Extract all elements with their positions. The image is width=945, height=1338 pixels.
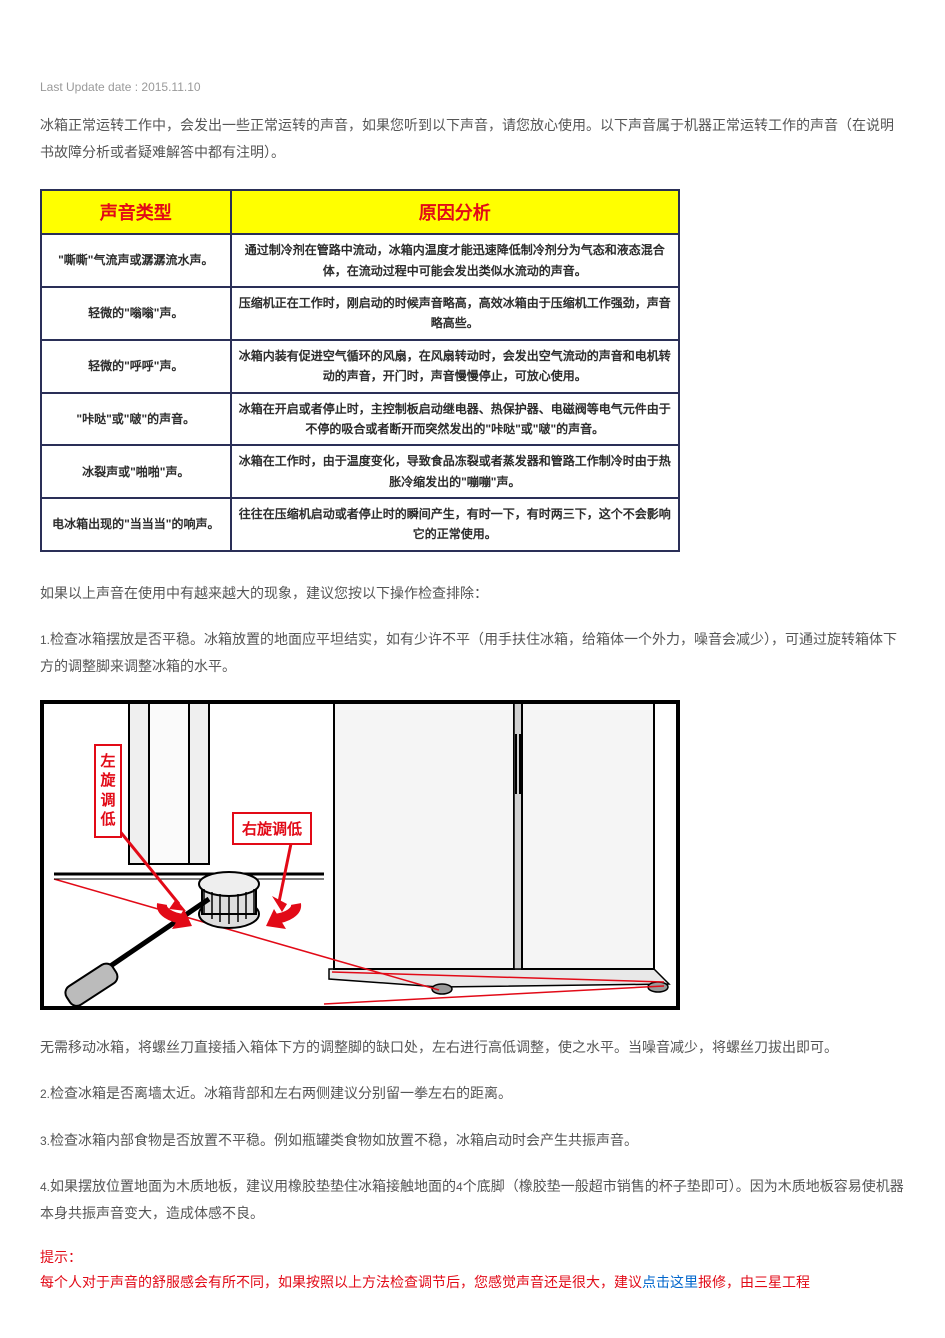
cell-reason: 压缩机正在工作时，刚启动的时候声音略高，高效冰箱由于压缩机工作强劲，声音略高些。 [231,287,679,340]
update-date: Last Update date : 2015.11.10 [40,80,905,94]
screwdriver-icon [62,899,209,1006]
step-3: 3.检查冰箱内部食物是否放置不平稳。例如瓶罐类食物如放置不稳，冰箱启动时会产生共… [40,1127,905,1154]
callout-right-rotate: 右旋调低 [232,812,312,845]
step-2: 2.检查冰箱是否离墙太近。冰箱背部和左右两侧建议分别留一拳左右的距离。 [40,1080,905,1107]
cell-type: 轻微的"呼呼"声。 [41,340,231,393]
table-header-reason: 原因分析 [231,190,679,234]
step-text: 检查冰箱内部食物是否放置不平稳。例如瓶罐类食物如放置不稳，冰箱启动时会产生共振声… [50,1132,638,1148]
repair-link[interactable]: 点击这里 [642,1274,698,1290]
step-text-a: 如果摆放位置地面为木质地板，建议用橡胶垫垫住冰箱接触地面的 [50,1178,456,1194]
step-text: 检查冰箱摆放是否平稳。冰箱放置的地面应平坦结实，如有少许不平（用手扶住冰箱，给箱… [40,631,897,674]
after-table-text: 如果以上声音在使用中有越来越大的现象，建议您按以下操作检查排除： [40,580,905,607]
step-number: 2. [40,1087,50,1101]
table-header-type: 声音类型 [41,190,231,234]
step-1: 1.检查冰箱摆放是否平稳。冰箱放置的地面应平坦结实，如有少许不平（用手扶住冰箱，… [40,626,905,679]
step-number: 1. [40,633,50,647]
cell-reason: 冰箱内装有促进空气循环的风扇，在风扇转动时，会发出空气流动的声音和电机转动的声音… [231,340,679,393]
cell-type: 电冰箱出现的"当当当"的响声。 [41,498,231,551]
step-number: 3. [40,1134,50,1148]
tip-text-a: 每个人对于声音的舒服感会有所不同，如果按照以上方法检查调节后，您感觉声音还是很大… [40,1274,642,1290]
fridge-outline [329,704,669,994]
table-row: 电冰箱出现的"当当当"的响声。 往往在压缩机启动或者停止时的瞬间产生，有时一下，… [41,498,679,551]
callout-left-rotate: 左旋调低 [94,744,122,838]
step-inline-num: 4 [456,1180,463,1194]
table-row: 冰裂声或"啪啪"声。 冰箱在工作时，由于温度变化，导致食品冻裂或者蒸发器和管路工… [41,445,679,498]
cell-type: 冰裂声或"啪啪"声。 [41,445,231,498]
tip-text: 每个人对于声音的舒服感会有所不同，如果按照以上方法检查调节后，您感觉声音还是很大… [40,1269,905,1296]
table-row: "咔哒"或"啵"的声音。 冰箱在开启或者停止时，主控制板启动继电器、热保护器、电… [41,393,679,446]
sound-type-table: 声音类型 原因分析 "嘶嘶"气流声或潺潺流水声。 通过制冷剂在管路中流动，冰箱内… [40,189,680,552]
cell-reason: 冰箱在开启或者停止时，主控制板启动继电器、热保护器、电磁阀等电气元件由于不停的吸… [231,393,679,446]
tip-text-b: 报修，由三星工程 [698,1274,810,1290]
table-row: "嘶嘶"气流声或潺潺流水声。 通过制冷剂在管路中流动，冰箱内温度才能迅速降低制冷… [41,234,679,287]
table-row: 轻微的"嗡嗡"声。 压缩机正在工作时，刚启动的时候声音略高，高效冰箱由于压缩机工… [41,287,679,340]
diagram-svg [44,704,676,1006]
intro-paragraph: 冰箱正常运转工作中，会发出一些正常运转的声音，如果您听到以下声音，请您放心使用。… [40,112,905,165]
step-text: 检查冰箱是否离墙太近。冰箱背部和左右两侧建议分别留一拳左右的距离。 [50,1085,512,1101]
cell-reason: 通过制冷剂在管路中流动，冰箱内温度才能迅速降低制冷剂分为气态和液态混合体，在流动… [231,234,679,287]
cell-type: 轻微的"嗡嗡"声。 [41,287,231,340]
cell-type: "嘶嘶"气流声或潺潺流水声。 [41,234,231,287]
cell-reason: 冰箱在工作时，由于温度变化，导致食品冻裂或者蒸发器和管路工作制冷时由于热胀冷缩发… [231,445,679,498]
step-number: 4. [40,1180,50,1194]
tip-label: 提示： [40,1247,905,1267]
step-4: 4.如果摆放位置地面为木质地板，建议用橡胶垫垫住冰箱接触地面的4个底脚（橡胶垫一… [40,1173,905,1226]
table-row: 轻微的"呼呼"声。 冰箱内装有促进空气循环的风扇，在风扇转动时，会发出空气流动的… [41,340,679,393]
cell-type: "咔哒"或"啵"的声音。 [41,393,231,446]
cell-reason: 往往在压缩机启动或者停止时的瞬间产生，有时一下，有时两三下，这个不会影响它的正常… [231,498,679,551]
after-diagram-text: 无需移动冰箱，将螺丝刀直接插入箱体下方的调整脚的缺口处，左右进行高低调整，使之水… [40,1034,905,1061]
adjustment-diagram: 左旋调低 右旋调低 [40,700,680,1010]
